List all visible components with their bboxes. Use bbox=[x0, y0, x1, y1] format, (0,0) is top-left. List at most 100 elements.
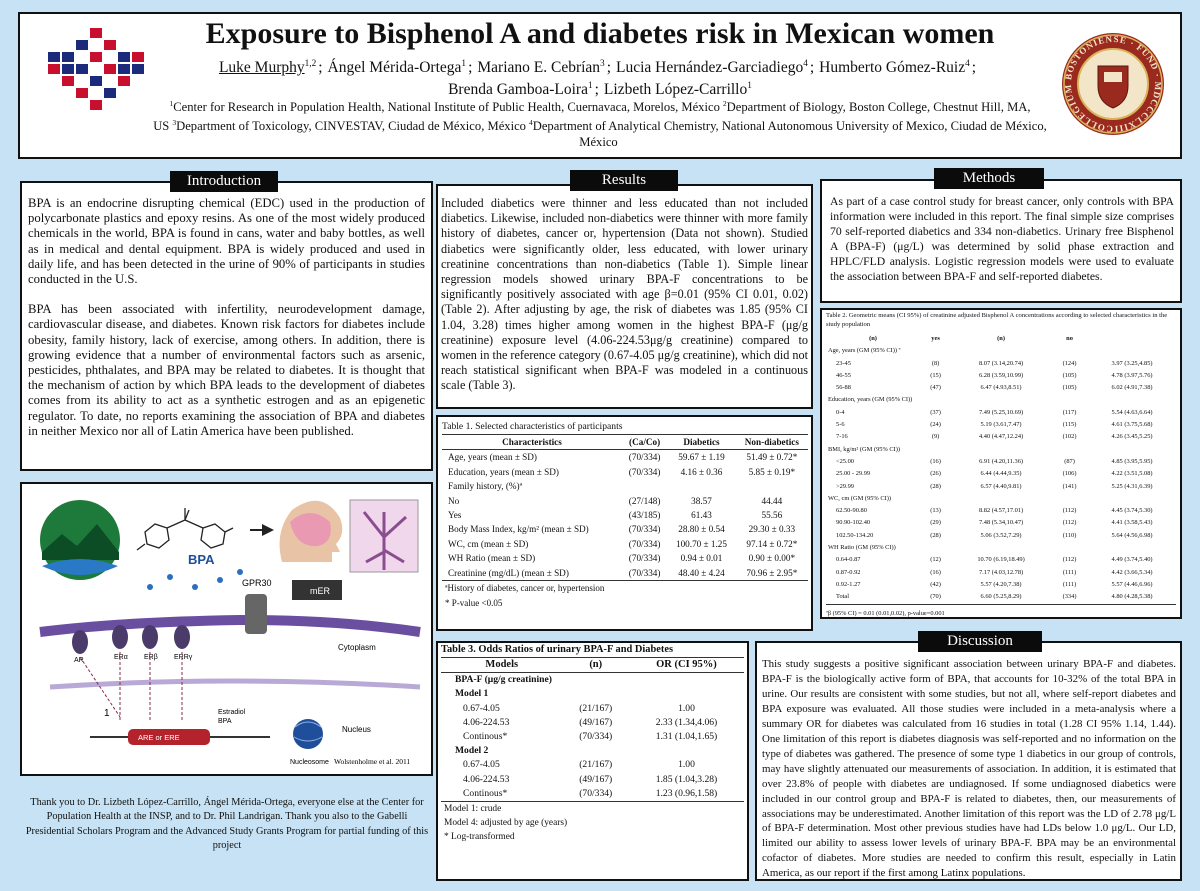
results-text: Included diabetics were thinner and less… bbox=[441, 196, 808, 393]
table-cell: 6.02 (4.91,7.38) bbox=[1111, 384, 1153, 392]
nucleosome-shape bbox=[293, 719, 323, 749]
table-row: BMI, kg/m² (GM (95% CI)) bbox=[826, 444, 1176, 456]
methods-text: As part of a case control study for brea… bbox=[830, 195, 1174, 283]
table-cell: 4.42 (3.66,5.34) bbox=[1111, 568, 1153, 576]
table-body: Characteristics (Ca/Co) Diabetics Non-diabe… bbox=[442, 433, 808, 581]
table-cell: 2.33 (1.34,4.06) bbox=[655, 716, 718, 728]
table-cell: (70) bbox=[930, 593, 941, 601]
table-cell: 51.49 ± 0.72* bbox=[746, 452, 798, 463]
table-cell: 38.57 bbox=[691, 495, 712, 506]
label-gpr30: GPR30 bbox=[242, 578, 272, 588]
table-cell: 4.06-224.53 bbox=[463, 716, 510, 728]
table-cell: WH Ratio (mean ± SD) bbox=[448, 553, 536, 564]
table-row: Family history, (%)ª bbox=[442, 479, 808, 493]
table-cell: (15) bbox=[930, 371, 941, 379]
table-cell: 4.49 (3.74,5.40) bbox=[1111, 556, 1153, 564]
table-cell: 4.78 (3.97,5.76) bbox=[1111, 371, 1153, 379]
table-cell: 0.90 ± 0.00* bbox=[748, 553, 796, 564]
author-separator: ; bbox=[594, 81, 599, 99]
table-cell: 1.85 (1.04,3.28) bbox=[655, 773, 718, 785]
table-cell: (13) bbox=[930, 507, 941, 515]
logo-square bbox=[90, 76, 102, 86]
author-line: Luke Murphy1,2; Ángel Mérida-Ortega1; Mari… bbox=[160, 55, 1040, 77]
table-cell: 7.17 (4.03,12.78) bbox=[978, 568, 1024, 576]
author-name: Humberto Gómez-Ruiz bbox=[819, 59, 966, 77]
table-grid: Characteristics (Ca/Co) Diabetics Non-diabe… bbox=[442, 433, 808, 581]
table-cell: (70/334) bbox=[628, 524, 661, 535]
table-cell: 5.57 (4.46,6.96) bbox=[1111, 580, 1153, 588]
author-name: Lucia Hernández-Garciadiego bbox=[616, 59, 804, 77]
table-row: Body Mass Index, kg/m² (mean ± SD) (70/33… bbox=[442, 522, 808, 536]
table-cell: (16) bbox=[930, 568, 941, 576]
table-cell: (124) bbox=[1062, 359, 1077, 367]
table-cell: >29.99 bbox=[836, 482, 854, 490]
seal: COLLEGIUM BOSTONIENSE · FUND · MDCCCLXII… bbox=[1062, 33, 1164, 135]
author-separator: ; bbox=[318, 59, 323, 77]
table-cell: 7.49 (5.25,10.69) bbox=[978, 408, 1024, 416]
title: Exposure to Bisphenol A and diabetes ris… bbox=[205, 17, 995, 50]
membrane bbox=[39, 614, 421, 637]
table-cell: 48.40 ± 4.24 bbox=[678, 567, 725, 578]
table-row: 7-16 (9) 4.40 (4.47,12.24) (102) 4.26 (3.45,… bbox=[826, 431, 1176, 443]
affiliation-text: Department of Biology, Boston College, C… bbox=[153, 100, 1031, 134]
table-header: Models bbox=[441, 656, 563, 674]
table-cell: 46-55 bbox=[836, 371, 851, 379]
table-cell: Education, years (mean ± SD) bbox=[448, 466, 559, 477]
table-cell: (21/167) bbox=[579, 759, 613, 771]
logo-square bbox=[62, 76, 74, 86]
logo-square bbox=[104, 64, 116, 74]
table-header: (n) bbox=[562, 656, 629, 674]
logo-square bbox=[90, 28, 102, 38]
table-header: (Ca/Co) bbox=[622, 433, 668, 451]
logo-square bbox=[76, 64, 88, 74]
table-cell: 1.00 bbox=[678, 702, 695, 714]
table-cell: 0.94 ± 0.01 bbox=[680, 553, 723, 564]
table-row: Model 1 bbox=[441, 687, 744, 701]
table-cell: (43/185) bbox=[628, 510, 661, 521]
table-cell: Education, years (GM (95% CI)) bbox=[828, 396, 913, 404]
table-row: >29.99 (28) 6.57 (4.40,9.81) (141) 5.25 (4.3… bbox=[826, 481, 1176, 493]
label-mer: mER bbox=[310, 586, 331, 596]
table-cell: (24) bbox=[930, 421, 941, 429]
table-cell: 1.00 bbox=[678, 759, 695, 771]
table-cell: (105) bbox=[1062, 371, 1077, 379]
table-row: No (27/148) 38.57 44.44 bbox=[442, 494, 808, 508]
affiliation-text: Department of Toxicology, CINVESTAV, Ciu… bbox=[176, 119, 526, 134]
table-row: 23-45 (8) 8.07 (3.14,20.74) (124) 3.97 (3.25… bbox=[826, 358, 1176, 370]
affiliations: 1Center for Research in Population Healt… bbox=[150, 96, 1050, 150]
table-cell: (105) bbox=[1062, 384, 1077, 392]
author-separator: ; bbox=[809, 59, 815, 77]
table-cell: 5.06 (3.52,7.29) bbox=[980, 531, 1022, 539]
table-row: 4.06-224.53 (49/167) 1.85 (1.04,3.28) bbox=[441, 773, 744, 787]
table-row: 62.50-90.80 (13) 8.82 (4.57,17.01) (112) 4.4… bbox=[826, 505, 1176, 517]
table-cell: BPA-F (μg/g creatinine) bbox=[455, 674, 552, 686]
table-header: (n) bbox=[869, 335, 877, 342]
author-sup: 4 bbox=[965, 59, 970, 69]
table-cell: Creatinine (mg/dL) (mean ± SD) bbox=[448, 567, 569, 578]
table-cell: 6.44 (4.44,9.35) bbox=[980, 470, 1022, 478]
table-cell: 62.50-90.80 bbox=[836, 507, 867, 515]
table-cell: 5.57 (4.20,7.38) bbox=[980, 580, 1022, 588]
discussion-heading: Discussion bbox=[918, 631, 1042, 652]
table-row: Education, years (mean ± SD) (70/334) 4.16… bbox=[442, 465, 808, 479]
table-cell: 55.56 bbox=[761, 510, 783, 521]
logo-square bbox=[62, 64, 74, 74]
table-cell: <25.00 bbox=[836, 457, 854, 465]
logo-square bbox=[48, 52, 60, 62]
table-cell: 44.44 bbox=[761, 495, 783, 506]
table-cell: 0.87-0.92 bbox=[836, 568, 861, 576]
table-cell: 4.80 (4.28,5.38) bbox=[1111, 593, 1153, 601]
table-header: Non-diabetics bbox=[735, 433, 808, 451]
author-sup: 1,2 bbox=[304, 59, 317, 69]
table-cell: Body Mass Index, kg/m² (mean ± SD) bbox=[448, 524, 589, 535]
table-cell: 7.48 (5.34,10.47) bbox=[978, 519, 1024, 527]
mountains bbox=[42, 524, 119, 560]
response-element bbox=[128, 729, 210, 745]
intro-text: BPA is an endocrine disrupting chemical … bbox=[28, 196, 425, 439]
table-cell: 6.28 (3.59,10.99) bbox=[978, 371, 1024, 379]
table-header: no bbox=[1066, 335, 1073, 342]
table-row: Age, years (GM (95% CI)) ª bbox=[826, 345, 1176, 357]
table-header: Diabetics bbox=[667, 433, 736, 451]
table-footnote: Model 1: crude bbox=[444, 804, 502, 815]
